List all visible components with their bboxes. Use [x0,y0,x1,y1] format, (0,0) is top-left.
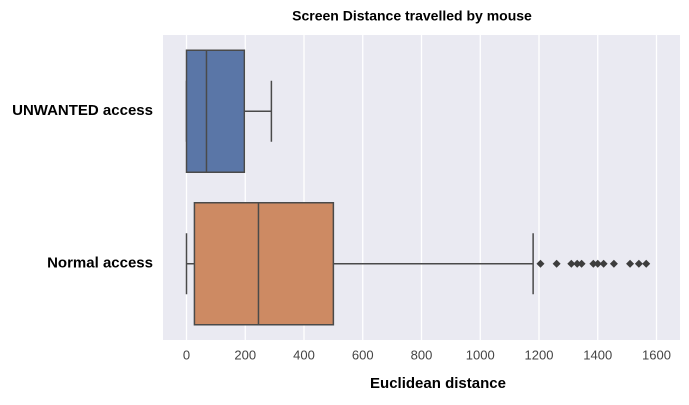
x-tick-label: 400 [293,347,315,362]
outlier [573,259,582,268]
x-tick-label: 800 [411,347,433,362]
y-tick-label: Normal access [47,255,153,272]
x-tick-label: 1400 [583,347,612,362]
outlier [552,259,561,268]
x-axis-label: Euclidean distance [370,375,506,392]
chart-title: Screen Distance travelled by mouse [292,8,532,24]
x-tick-label: 1600 [642,347,671,362]
outlier [599,259,608,268]
outlier [634,259,643,268]
outlier [536,259,545,268]
x-tick-label: 200 [234,347,256,362]
outlier [567,259,576,268]
outlier [626,259,635,268]
x-tick-label: 1000 [466,347,495,362]
outlier [609,259,618,268]
outlier [642,259,651,268]
x-tick-label: 600 [352,347,374,362]
box [193,202,335,326]
box [185,49,246,173]
outlier [577,259,586,268]
y-tick-label: UNWANTED access [12,102,153,119]
x-tick-label: 0 [183,347,190,362]
outlier [593,259,602,268]
x-tick-label: 1200 [525,347,554,362]
outlier [589,259,598,268]
